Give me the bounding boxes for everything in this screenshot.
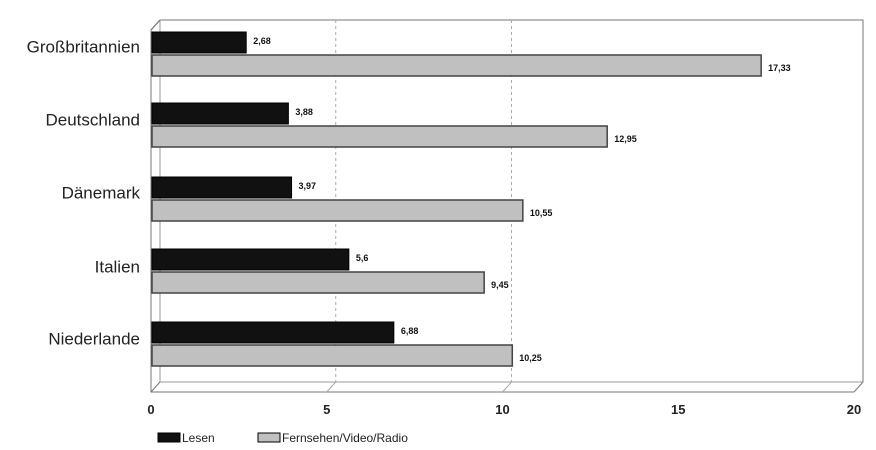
bar-fernsehen-1 — [151, 125, 608, 148]
bar-lesen-1 — [151, 102, 289, 125]
bar-lesen-3 — [151, 248, 350, 271]
bar-fernsehen-0 — [151, 54, 762, 77]
category-label: Großbritannien — [27, 37, 140, 56]
data-label: 10,55 — [530, 208, 553, 218]
data-label: 10,25 — [519, 353, 542, 363]
bar-fernsehen-3 — [151, 271, 485, 294]
category-label: Dänemark — [62, 183, 141, 202]
x-tick-label: 20 — [847, 402, 861, 417]
category-label: Deutschland — [45, 110, 140, 129]
legend-label-lesen: Lesen — [182, 431, 215, 445]
x-tick-label: 0 — [147, 402, 154, 417]
data-label: 3,97 — [299, 181, 317, 191]
category-label: Niederlande — [48, 329, 140, 348]
legend-swatch-fernsehen — [257, 432, 281, 443]
data-label: 9,45 — [491, 280, 509, 290]
data-label: 6,88 — [401, 326, 419, 336]
x-tick-label: 5 — [323, 402, 330, 417]
bar-lesen-0 — [151, 31, 247, 54]
floor-left-edge — [150, 381, 161, 393]
floor-gridline — [326, 381, 337, 393]
category-label: Italien — [95, 257, 140, 276]
data-label: 3,88 — [295, 107, 313, 117]
floor-gridline — [502, 381, 512, 393]
x-tick-label: 15 — [671, 402, 685, 417]
bar-fernsehen-4 — [151, 344, 514, 367]
data-label: 17,33 — [768, 63, 791, 73]
legend-label-fernsehen: Fernsehen/Video/Radio — [282, 431, 408, 445]
bar-fernsehen-2 — [151, 199, 524, 222]
wall-top-edge — [150, 19, 161, 31]
data-label: 5,6 — [356, 253, 369, 263]
data-label: 2,68 — [253, 36, 271, 46]
data-label: 12,95 — [614, 134, 637, 144]
bar-lesen-4 — [151, 321, 395, 344]
bar-lesen-2 — [151, 176, 293, 199]
legend-swatch-lesen — [157, 432, 181, 443]
x-tick-label: 10 — [495, 402, 509, 417]
